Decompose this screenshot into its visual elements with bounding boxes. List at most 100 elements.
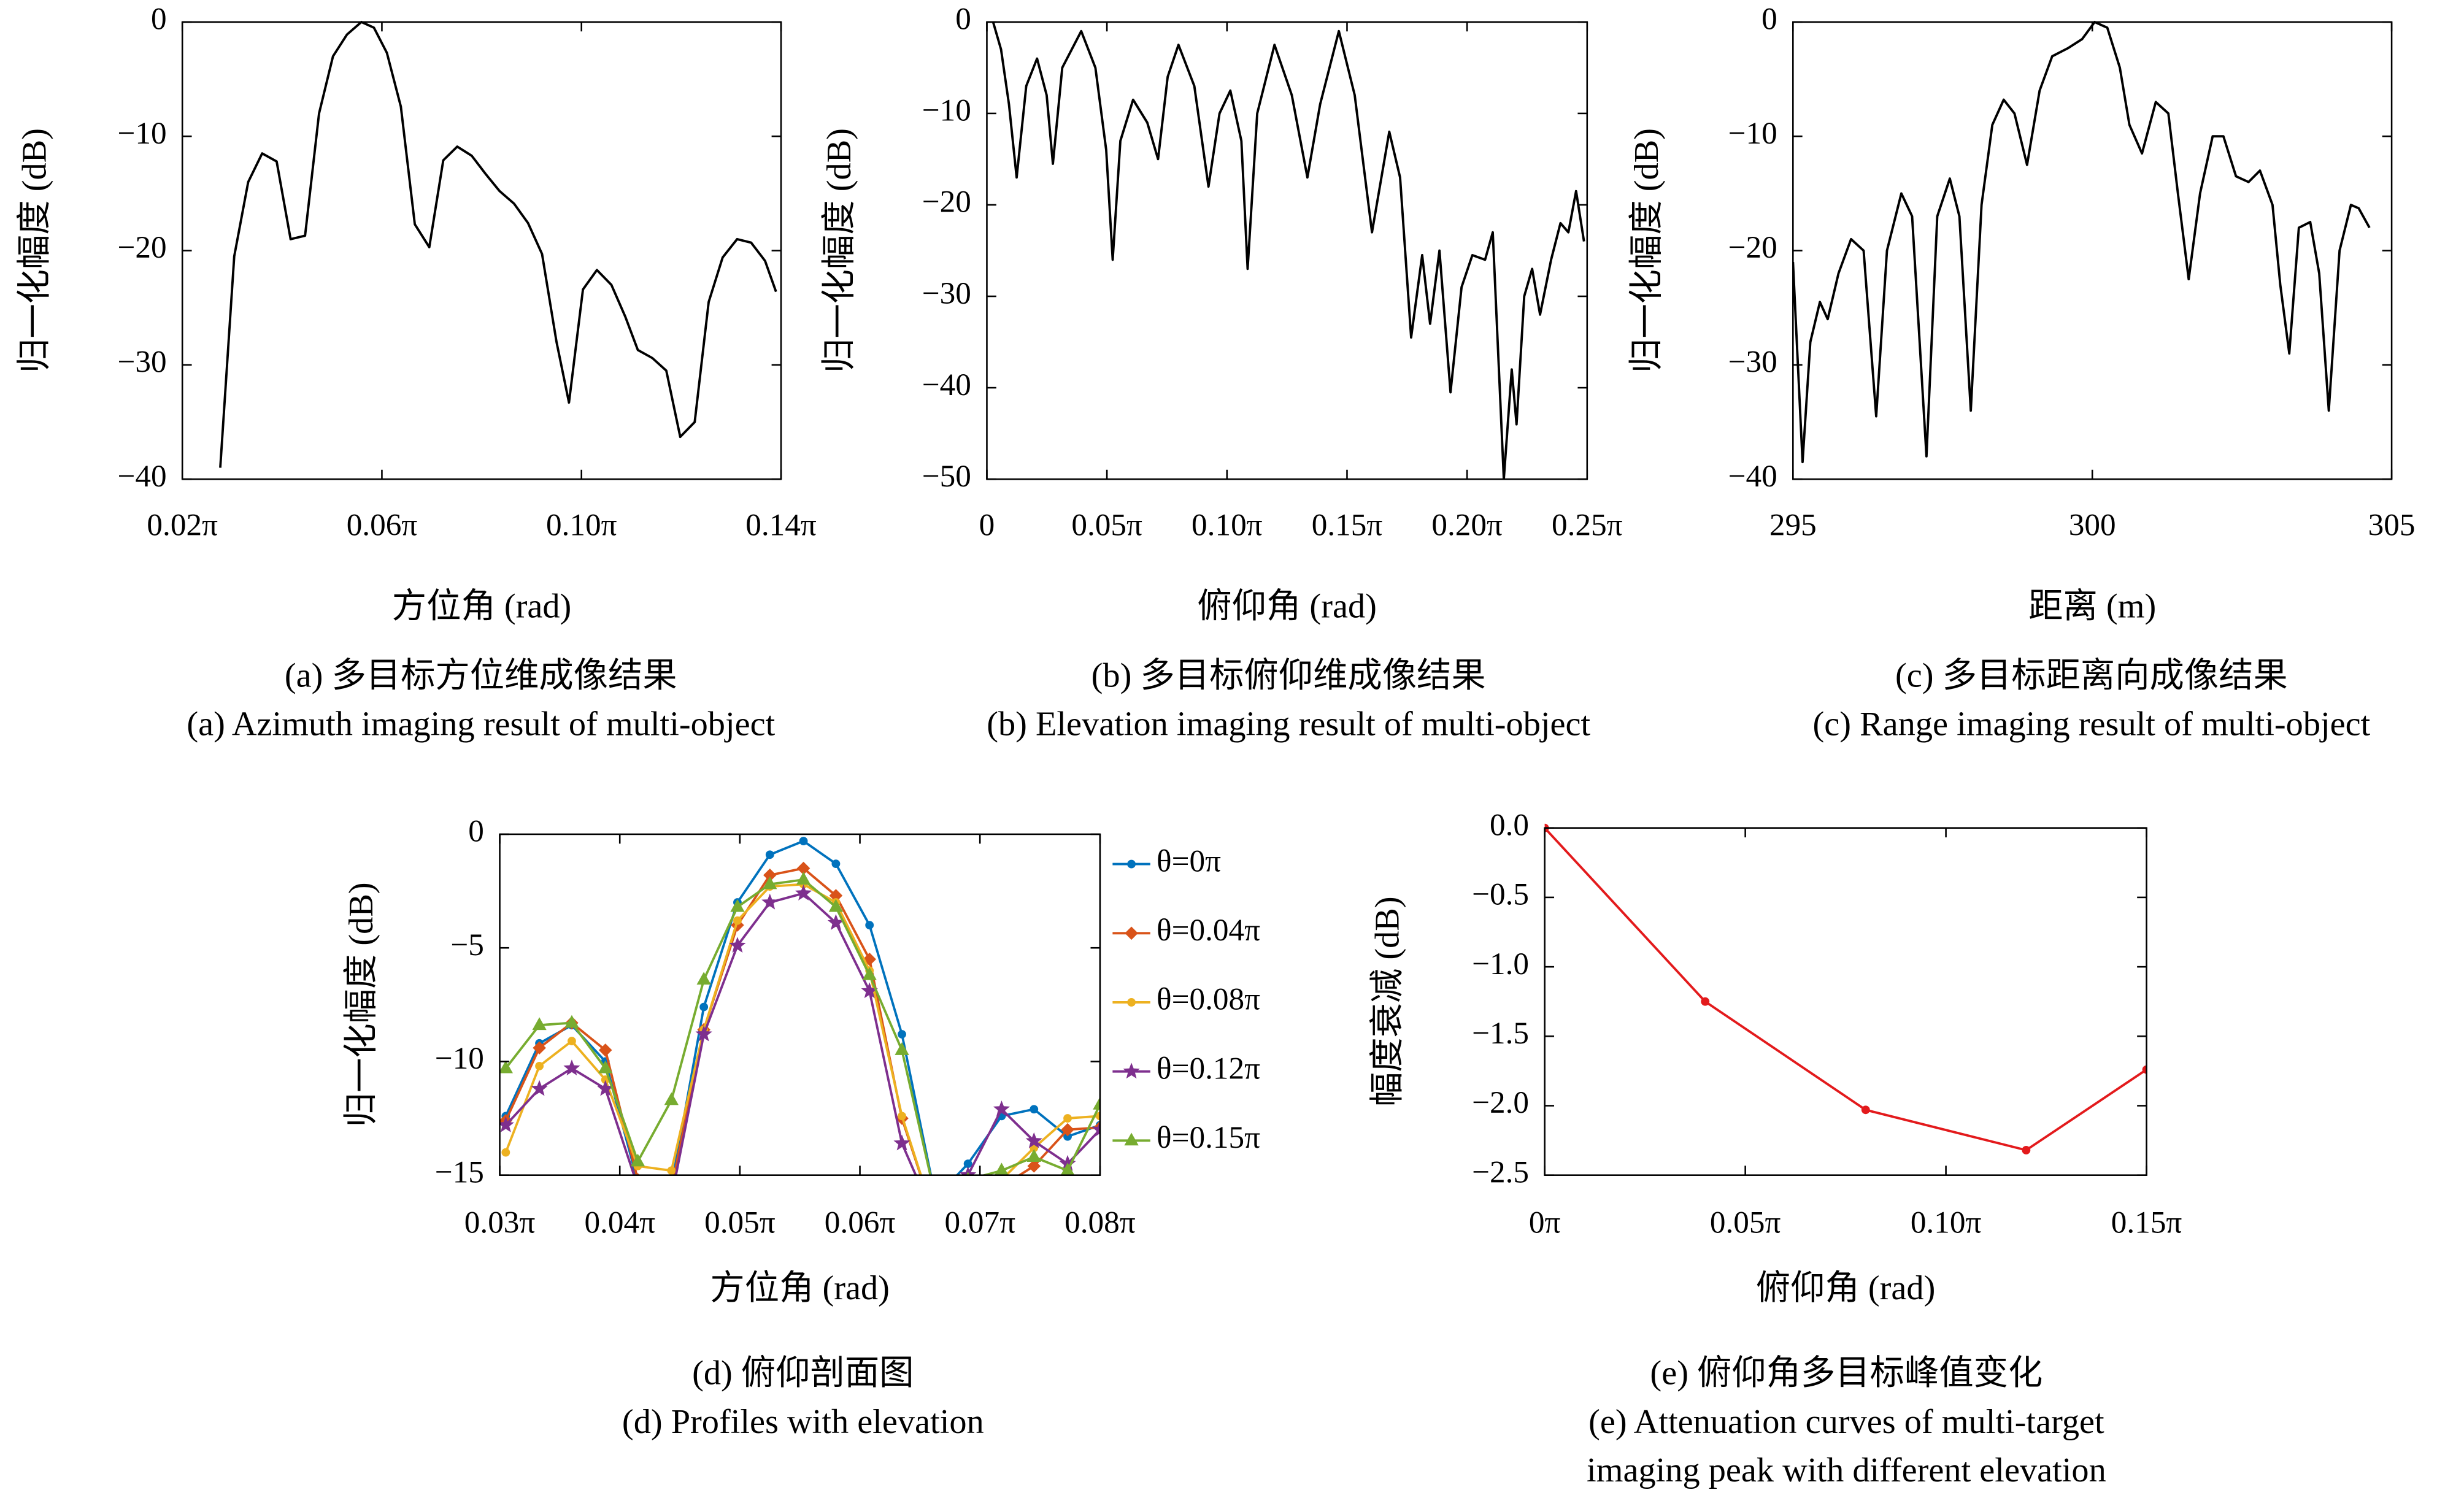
- x-axis-label: 距离 (m): [2028, 588, 2156, 626]
- x-tick-label: 0.10π: [546, 507, 617, 542]
- marker: [563, 1059, 580, 1076]
- marker: [2022, 1146, 2031, 1154]
- chart-panel: 295 300 305 −40 −30 −20 −10 0 距离 (m) 归一化幅度 (dB) (c…: [1628, 2, 2415, 743]
- marker: [531, 1080, 548, 1096]
- y-tick-label: 0: [468, 814, 484, 849]
- y-axis-label: 归一化幅度 (dB): [820, 128, 858, 373]
- marker: [1026, 1149, 1041, 1162]
- marker: [1091, 1121, 1100, 1137]
- x-tick-label: 0.03π: [464, 1205, 536, 1240]
- x-tick-label: 305: [2368, 507, 2416, 542]
- marker: [1127, 859, 1136, 869]
- y-tick-label: −20: [922, 185, 971, 220]
- y-tick-label: −2.5: [1472, 1154, 1529, 1189]
- x-tick-label: 0.10π: [1911, 1205, 1982, 1240]
- y-tick-label: −1.0: [1472, 947, 1529, 981]
- x-tick-label: 0.10π: [1192, 507, 1263, 542]
- x-tick-label: 0.15π: [2111, 1205, 2182, 1240]
- marker: [532, 1017, 547, 1031]
- x-tick-label: 0.15π: [1312, 507, 1383, 542]
- chart-title: (c) 多目标距离向成像结果: [1895, 656, 2288, 694]
- data-line: [1793, 20, 2371, 464]
- x-tick-label: 0.04π: [584, 1205, 655, 1240]
- marker: [1025, 1132, 1042, 1148]
- marker: [597, 1080, 614, 1096]
- x-tick-label: 300: [2069, 507, 2116, 542]
- marker: [996, 1181, 1007, 1192]
- marker: [695, 1025, 712, 1042]
- marker: [665, 1191, 677, 1203]
- y-tick-label: 0: [955, 2, 971, 37]
- x-tick-label: 0.08π: [1065, 1205, 1136, 1240]
- marker: [666, 1183, 677, 1194]
- x-tick-label: 0π: [1529, 1205, 1561, 1240]
- marker: [963, 1159, 972, 1169]
- marker: [1061, 1123, 1074, 1137]
- marker: [799, 837, 808, 845]
- marker: [895, 1042, 909, 1055]
- y-tick-label: −10: [922, 93, 971, 128]
- chart-subtitle: imaging peak with different elevation: [1587, 1451, 2106, 1489]
- chart-subtitle: (b) Elevation imaging result of multi-ob…: [987, 705, 1590, 743]
- marker: [501, 1148, 510, 1157]
- y-tick-label: −40: [117, 459, 166, 494]
- x-tick-label: 0.14π: [745, 507, 817, 542]
- chart-subtitle: (d) Profiles with elevation: [622, 1403, 984, 1441]
- chart-subtitle: (a) Azimuth imaging result of multi-obje…: [187, 705, 775, 743]
- legend-label: θ=0π: [1157, 843, 1221, 878]
- x-tick-label: 0.05π: [1071, 507, 1142, 542]
- marker: [865, 921, 874, 930]
- marker: [1030, 1105, 1039, 1114]
- x-axis-label: 方位角 (rad): [392, 588, 572, 626]
- x-tick-label: 0.25π: [1552, 507, 1623, 542]
- marker: [761, 893, 779, 910]
- y-tick-label: −2.0: [1472, 1085, 1529, 1120]
- marker: [533, 1041, 546, 1054]
- y-tick-label: −10: [1728, 116, 1777, 151]
- plot-frame: [986, 21, 1588, 480]
- y-tick-label: −30: [117, 345, 166, 380]
- data-line: [504, 878, 1100, 1175]
- marker: [1125, 926, 1138, 940]
- marker: [932, 1217, 939, 1224]
- marker: [733, 916, 742, 925]
- marker: [862, 967, 877, 980]
- y-tick-label: −0.5: [1472, 877, 1529, 912]
- marker: [2142, 1065, 2147, 1074]
- y-tick-label: −40: [922, 367, 971, 402]
- y-tick-label: −40: [1728, 459, 1777, 494]
- marker: [696, 972, 711, 985]
- x-tick-label: 0.05π: [1710, 1205, 1781, 1240]
- marker: [796, 872, 811, 885]
- marker: [993, 1100, 1011, 1116]
- chart-panel: 0.02π 0.06π 0.10π 0.14π −40 −30 −20 −10 0 方位角 (ra…: [15, 2, 816, 743]
- marker: [634, 1178, 641, 1185]
- marker: [1063, 1114, 1072, 1123]
- marker: [1123, 1062, 1140, 1079]
- chart-title: (d) 俯仰剖面图: [692, 1354, 914, 1392]
- x-axis-label: 俯仰角 (rad): [1197, 588, 1377, 626]
- chart-subtitle: (e) Attenuation curves of multi-target: [1588, 1403, 2104, 1441]
- chart-panel: θ=0π θ=0.04π θ=0.08π θ=0.12π θ=0.15π 0.03π 0.0…: [342, 814, 1260, 1441]
- y-tick-label: −1.5: [1472, 1016, 1529, 1051]
- marker: [535, 1061, 544, 1070]
- marker: [598, 1060, 613, 1074]
- marker: [630, 1153, 645, 1167]
- marker: [831, 859, 841, 869]
- chart-subtitle: (c) Range imaging result of multi-object: [1813, 705, 2371, 743]
- marker: [795, 884, 812, 901]
- chart-title: (a) 多目标方位维成像结果: [285, 656, 677, 694]
- plot-frame: [1544, 827, 2147, 1176]
- x-tick-label: 0.02π: [147, 507, 218, 542]
- x-tick-label: 0.20π: [1431, 507, 1503, 542]
- marker: [668, 1183, 675, 1190]
- chart-panel: 0π 0.05π 0.10π 0.15π −2.5 −2.0 −1.5 −1.0 −0.5 0.0…: [1369, 807, 2182, 1489]
- y-tick-label: 0: [151, 2, 167, 37]
- x-axis-label: 俯仰角 (rad): [1756, 1269, 1936, 1307]
- marker: [1027, 1159, 1041, 1173]
- marker: [699, 1002, 709, 1012]
- marker: [898, 1112, 906, 1121]
- x-tick-label: 295: [1769, 507, 1817, 542]
- chart-panel: 0 0.05π 0.10π 0.15π 0.20π 0.25π −50 −40 −30 −20 −1…: [820, 2, 1623, 743]
